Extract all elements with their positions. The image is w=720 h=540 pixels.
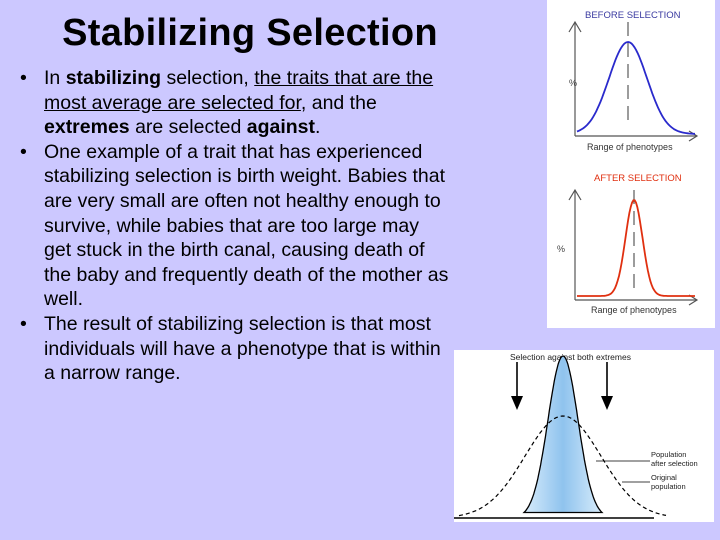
left-selection-arrow: [511, 362, 523, 410]
slide-title: Stabilizing Selection: [62, 12, 438, 54]
after-y-label: %: [557, 244, 565, 254]
label-original-population: Original population: [651, 473, 686, 491]
after-selection-area: [522, 355, 604, 514]
label-after-selection: Population after selection: [651, 450, 698, 468]
before-title: BEFORE SELECTION: [585, 10, 681, 21]
selection-extremes-figure: Selection against both extremes Populati…: [454, 350, 714, 522]
original-population-curve: [458, 415, 667, 517]
before-curve: [576, 41, 695, 135]
bullet-symbol: •: [20, 312, 27, 335]
right-selection-arrow: [601, 362, 613, 410]
before-x-label: Range of phenotypes: [587, 142, 673, 152]
before-after-figure: BEFORE SELECTION % Range of phenotypes A…: [547, 0, 715, 328]
after-x-label: Range of phenotypes: [591, 305, 677, 315]
bullet1-text: In stabilizing selection, the traits tha…: [44, 67, 434, 139]
after-curve: [577, 199, 695, 297]
after-axes: [568, 188, 699, 306]
bullet2-text: One example of a trait that has experien…: [44, 140, 449, 311]
bullet-item: • The result of stabilizing selection is…: [20, 312, 450, 386]
after-title: AFTER SELECTION: [594, 173, 682, 184]
bullet-symbol: •: [20, 140, 27, 163]
extremes-title: Selection against both extremes: [510, 352, 631, 362]
bullet-symbol: •: [20, 67, 27, 89]
bullet-item: • One example of a trait that has experi…: [20, 140, 450, 312]
bullet3-text: The result of stabilizing selection is t…: [44, 312, 441, 385]
before-axes: [568, 20, 699, 142]
before-y-label: %: [569, 78, 577, 88]
bullet-item: • In stabilizing selection, the traits t…: [20, 66, 450, 140]
bullet-list: • In stabilizing selection, the traits t…: [20, 66, 450, 386]
